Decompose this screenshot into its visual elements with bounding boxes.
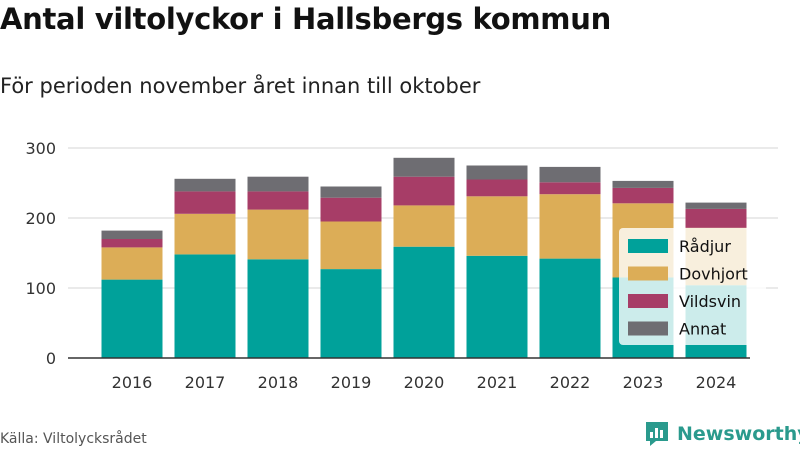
bar-segment-annat-2016 [101, 230, 163, 239]
bar-segment-dovhjort-2020 [393, 205, 455, 247]
bar-segment-vildsvin-2017 [174, 191, 236, 214]
chart-title: Antal viltolyckor i Hallsbergs kommun [0, 2, 611, 36]
bar-segment-dovhjort-2019 [320, 221, 382, 270]
y-tick-label: 0 [46, 349, 56, 368]
legend-label: Vildsvin [679, 292, 741, 311]
legend-swatch-r-djur [628, 239, 668, 253]
axes: 0 100 200 300 2016 2017 2018 2019 2020 2021 2022 20… [25, 139, 750, 392]
bar-segment-r-djur-2017 [174, 254, 236, 358]
bar-segment-vildsvin-2023 [612, 187, 674, 204]
bar-segment-annat-2019 [320, 186, 382, 198]
x-tick-label: 2020 [404, 373, 445, 392]
legend: Rådjur Dovhjort Vildsvin Annat [619, 228, 766, 345]
y-tick-label: 100 [25, 279, 56, 298]
bar-segment-r-djur-2018 [247, 259, 309, 358]
x-tick-label: 2024 [696, 373, 737, 392]
legend-swatch-annat [628, 321, 668, 336]
bar-segment-r-djur-2019 [320, 269, 382, 358]
bar-segment-annat-2018 [247, 176, 309, 192]
chart-subtitle: För perioden november året innan till ok… [0, 74, 481, 98]
x-tick-label: 2021 [477, 373, 518, 392]
bar-segment-annat-2022 [539, 166, 601, 183]
bar-segment-dovhjort-2022 [539, 194, 601, 259]
bar-segment-dovhjort-2016 [101, 247, 163, 280]
bar-segment-r-djur-2022 [539, 258, 601, 358]
bar-segment-annat-2017 [174, 178, 236, 192]
bar-segment-vildsvin-2016 [101, 239, 163, 248]
bar-segment-annat-2023 [612, 180, 674, 188]
x-tick-label: 2017 [185, 373, 226, 392]
bar-segment-dovhjort-2018 [247, 209, 309, 260]
stacked-bar-chart: 0 100 200 300 2016 2017 2018 2019 2020 2021 2022 20… [25, 139, 778, 392]
source-label: Källa: Viltolycksrådet [0, 431, 147, 447]
bar-segment-vildsvin-2021 [466, 179, 528, 197]
x-tick-label: 2016 [112, 373, 153, 392]
bar-segment-r-djur-2021 [466, 255, 528, 358]
bar-segment-vildsvin-2020 [393, 176, 455, 206]
legend-label: Dovhjort [679, 265, 748, 284]
legend-label: Annat [679, 320, 726, 339]
bar-segment-r-djur-2016 [101, 279, 163, 358]
newsworthy-logo-icon [646, 422, 668, 446]
bar-segment-vildsvin-2018 [247, 191, 309, 210]
bar-segment-annat-2021 [466, 165, 528, 180]
x-tick-label: 2023 [623, 373, 664, 392]
x-tick-label: 2022 [550, 373, 591, 392]
y-tick-label: 300 [25, 139, 56, 158]
y-tick-label: 200 [25, 209, 56, 228]
bar-segment-annat-2024 [685, 202, 747, 209]
bar-segment-dovhjort-2017 [174, 213, 236, 255]
brand-name: Newsworthy [677, 423, 800, 445]
bar-segment-annat-2020 [393, 157, 455, 177]
bar-segment-vildsvin-2024 [685, 208, 747, 228]
legend-swatch-vildsvin [628, 294, 668, 308]
legend-swatch-dovhjort [628, 266, 668, 281]
x-tick-label: 2019 [331, 373, 372, 392]
bar-segment-vildsvin-2022 [539, 182, 601, 195]
bar-segment-dovhjort-2021 [466, 196, 528, 256]
bar-segment-r-djur-2020 [393, 246, 455, 358]
legend-box [619, 228, 766, 345]
bar-segment-vildsvin-2019 [320, 197, 382, 222]
legend-label: Rådjur [679, 237, 731, 256]
brand-logo: Newsworthy [644, 420, 800, 448]
x-tick-label: 2018 [258, 373, 299, 392]
